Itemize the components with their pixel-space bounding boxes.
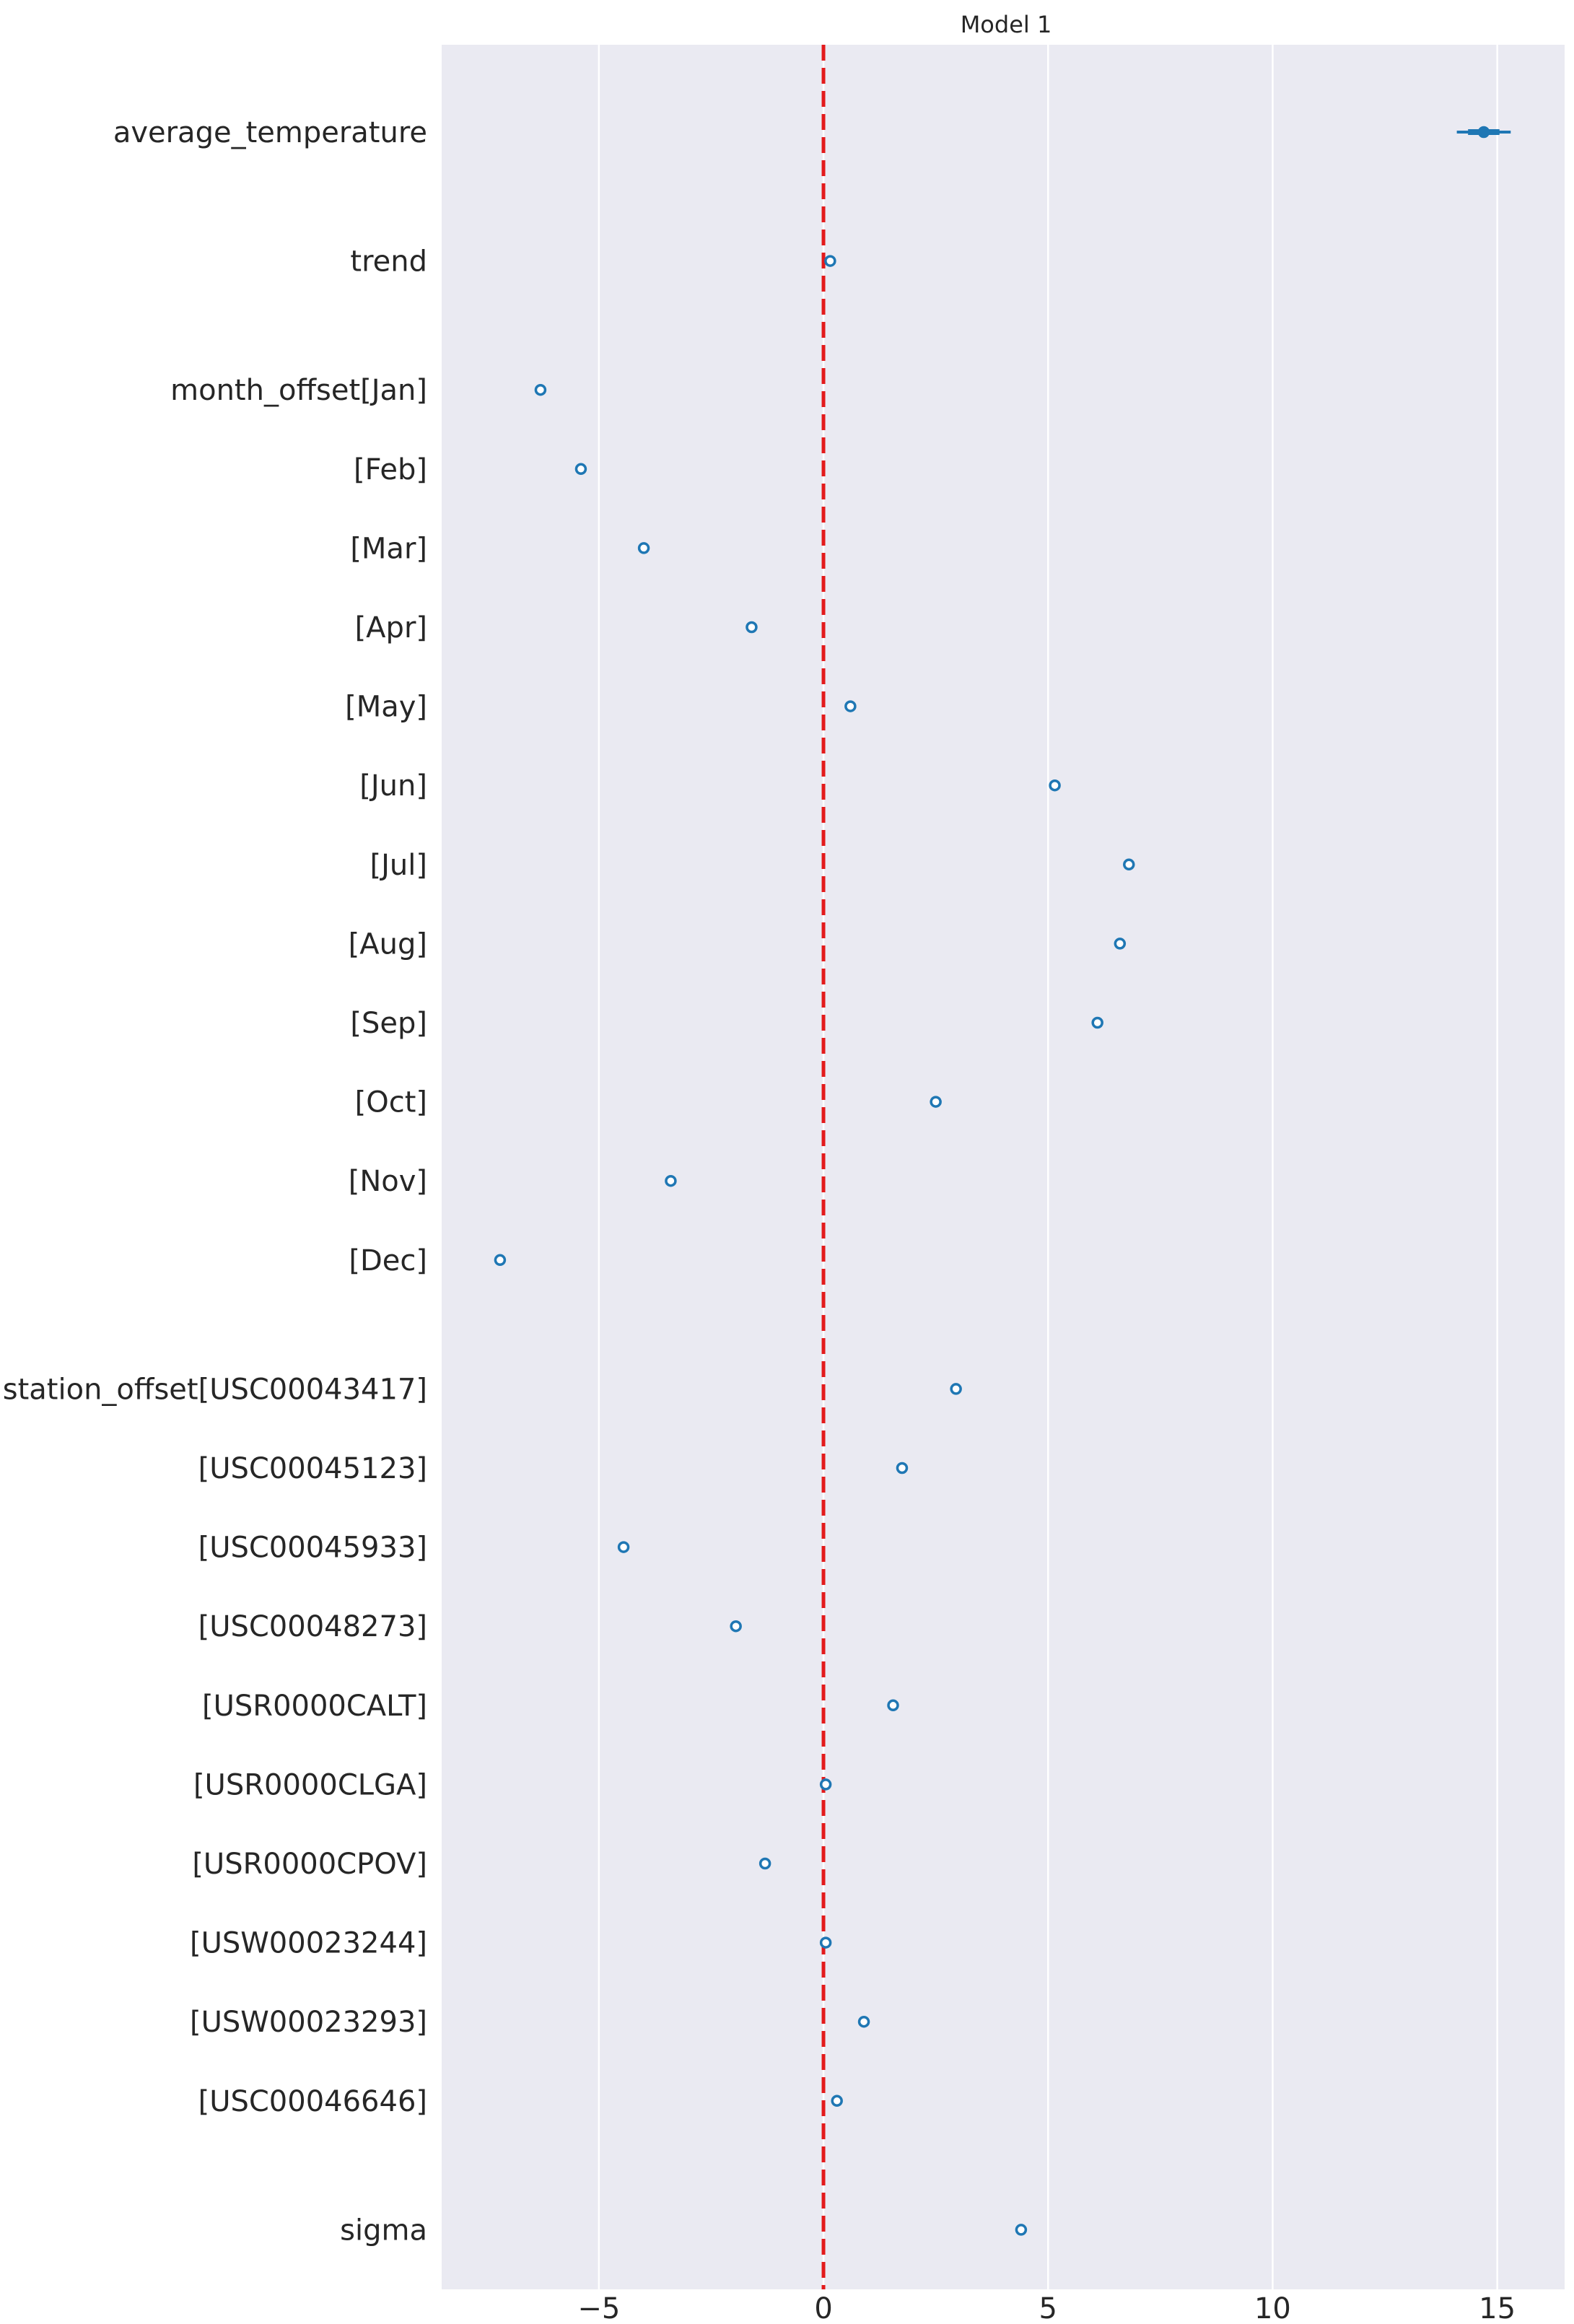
point-estimate [574, 463, 587, 476]
x-tick-label: 10 [1254, 2292, 1291, 2324]
point-estimate [819, 1778, 832, 1791]
x-tick-label: 0 [814, 2292, 832, 2324]
point-estimate [857, 2015, 870, 2028]
point-estimate [1123, 858, 1135, 871]
estimates [494, 126, 1511, 2236]
y-tick-label: [USW00023244] [190, 1927, 427, 1960]
point-estimate [730, 1620, 742, 1633]
y-tick-label: [USC00045933] [198, 1532, 427, 1565]
y-tick-label: [Jul] [370, 849, 427, 882]
point-estimate [494, 1254, 507, 1267]
y-tick-label: average_temperature [113, 116, 427, 149]
point-estimate [930, 1096, 942, 1108]
y-tick-label: [USC00045123] [198, 1452, 427, 1485]
y-tick-label: [Apr] [355, 611, 427, 645]
point-estimate [637, 542, 650, 554]
y-tick-label: [Mar] [350, 532, 427, 565]
y-tick-label: [Nov] [349, 1165, 427, 1198]
point-estimate [844, 700, 857, 712]
y-tick-label: trend [350, 245, 427, 279]
y-tick-label: [May] [345, 691, 427, 724]
y-tick-label: [Sep] [350, 1007, 427, 1040]
y-tick-label: month_offset[Jan] [170, 374, 427, 407]
x-axis-ticks: −5 0 5 10 15 [577, 2292, 1516, 2324]
point-estimate [1477, 126, 1490, 139]
y-tick-label: [Dec] [349, 1244, 427, 1277]
point-estimate [831, 2094, 843, 2107]
y-tick-label: station_offset[USC00043417] [3, 1373, 427, 1406]
y-tick-label: sigma [340, 2214, 427, 2247]
point-estimate [896, 1462, 909, 1475]
point-estimate [824, 255, 836, 267]
point-estimate [819, 1936, 832, 1949]
plot-background [442, 45, 1565, 2289]
point-estimate [887, 1699, 899, 1712]
point-estimate [758, 1857, 771, 1870]
y-tick-label: [Oct] [355, 1086, 427, 1119]
y-tick-label: [USR0000CLGA] [193, 1768, 427, 1801]
x-tick-label: 5 [1039, 2292, 1057, 2324]
y-tick-label: [USC00046646] [198, 2085, 427, 2118]
point-estimate [1091, 1016, 1103, 1029]
x-tick-label: −5 [577, 2292, 620, 2324]
y-tick-label: [Jun] [359, 769, 427, 803]
point-estimate [534, 383, 547, 396]
point-estimate [950, 1383, 962, 1395]
point-estimate [746, 621, 758, 634]
y-tick-label: [USR0000CALT] [202, 1690, 427, 1723]
y-tick-label: [USC00048273] [198, 1610, 427, 1643]
point-estimate [1049, 779, 1061, 792]
y-tick-label: [Feb] [354, 453, 427, 486]
y-tick-label: [Aug] [349, 927, 427, 961]
x-tick-label: 15 [1479, 2292, 1516, 2324]
point-estimate [617, 1541, 630, 1553]
point-estimate [665, 1174, 677, 1187]
chart-title: Model 1 [961, 11, 1052, 38]
y-tick-label: [USR0000CPOV] [192, 1848, 427, 1881]
y-tick-label: [USW00023293] [190, 2006, 427, 2039]
point-estimate [1114, 938, 1127, 950]
point-estimate [1015, 2224, 1028, 2236]
